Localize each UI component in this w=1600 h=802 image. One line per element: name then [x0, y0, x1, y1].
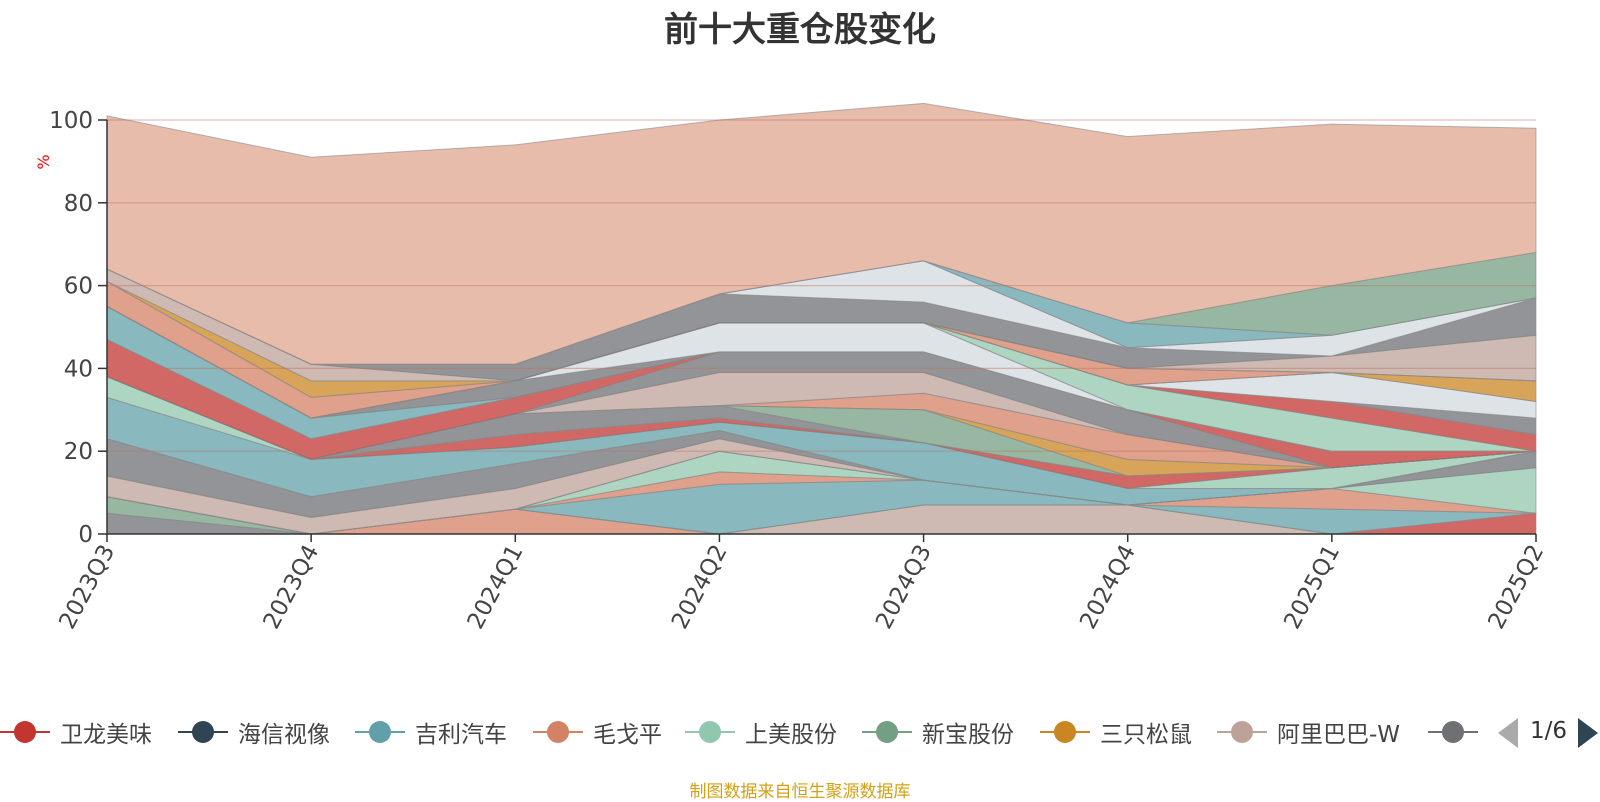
legend-label: 毛戈平: [593, 722, 662, 748]
legend-label: 阿里巴巴-W: [1277, 722, 1401, 748]
legend-marker-icon: [533, 717, 583, 747]
legend-label: 新宝股份: [922, 722, 1014, 748]
x-tick-label-4: 2024Q3: [871, 541, 937, 634]
legend-marker-icon: [862, 717, 912, 747]
x-tick-label-1: 2023Q4: [259, 541, 325, 634]
legend-item-2[interactable]: 吉利汽车: [355, 712, 507, 752]
legend-item-8[interactable]: [1428, 712, 1478, 752]
grid-lines: [107, 119, 1536, 452]
legend-label: 上美股份: [745, 722, 837, 748]
area-series-37: [106, 102, 1537, 365]
x-tick-label-6: 2025Q1: [1279, 541, 1345, 634]
legend-marker-icon: [1217, 717, 1267, 747]
legend-pager: 1/6: [1498, 716, 1598, 752]
y-tick-label-2: 40: [64, 356, 93, 382]
legend-label: 卫龙美味: [60, 722, 152, 748]
legend-label: 海信视像: [238, 722, 330, 748]
legend-marker-icon: [685, 717, 735, 747]
legend-item-7[interactable]: 阿里巴巴-W: [1217, 712, 1400, 752]
stacked-areas: [106, 102, 1537, 535]
legend-label: 三只松鼠: [1100, 722, 1192, 748]
legend-item-1[interactable]: 海信视像: [178, 712, 330, 752]
legend-marker-icon: [1428, 717, 1478, 747]
legend-marker-icon: [1040, 717, 1090, 747]
x-tick-label-2: 2024Q1: [463, 541, 529, 634]
x-tick-label-5: 2024Q4: [1075, 541, 1141, 634]
legend-label: 吉利汽车: [415, 722, 507, 748]
chart-title: 前十大重仓股变化: [664, 10, 936, 50]
legend-item-6[interactable]: 三只松鼠: [1040, 712, 1192, 752]
legend-next-page-icon[interactable]: [1578, 718, 1598, 748]
legend: 卫龙美味 海信视像 吉利汽车 毛戈平 上美股份 新宝股份 三只松鼠 阿里巴巴-W: [0, 712, 1600, 752]
y-tick-label-3: 60: [64, 274, 93, 300]
y-tick-label-0: 0: [78, 522, 93, 548]
y-tick-label-1: 20: [64, 439, 93, 465]
legend-prev-page-icon[interactable]: [1498, 718, 1518, 748]
x-tick-label-7: 2025Q2: [1483, 541, 1549, 634]
y-axis-label: %: [34, 154, 53, 169]
y-tick-label-5: 100: [49, 108, 93, 134]
legend-item-0[interactable]: 卫龙美味: [0, 712, 152, 752]
legend-item-3[interactable]: 毛戈平: [533, 712, 662, 752]
x-tick-label-3: 2024Q2: [667, 541, 733, 634]
legend-marker-icon: [355, 717, 405, 747]
y-tick-label-4: 80: [64, 191, 93, 217]
source-note: 制图数据来自恒生聚源数据库: [689, 782, 911, 802]
x-tick-label-0: 2023Q3: [54, 541, 120, 634]
legend-item-5[interactable]: 新宝股份: [862, 712, 1014, 752]
legend-marker-icon: [178, 717, 228, 747]
legend-item-4[interactable]: 上美股份: [685, 712, 837, 752]
legend-page-indicator: 1/6: [1530, 718, 1568, 744]
legend-marker-icon: [0, 717, 50, 747]
